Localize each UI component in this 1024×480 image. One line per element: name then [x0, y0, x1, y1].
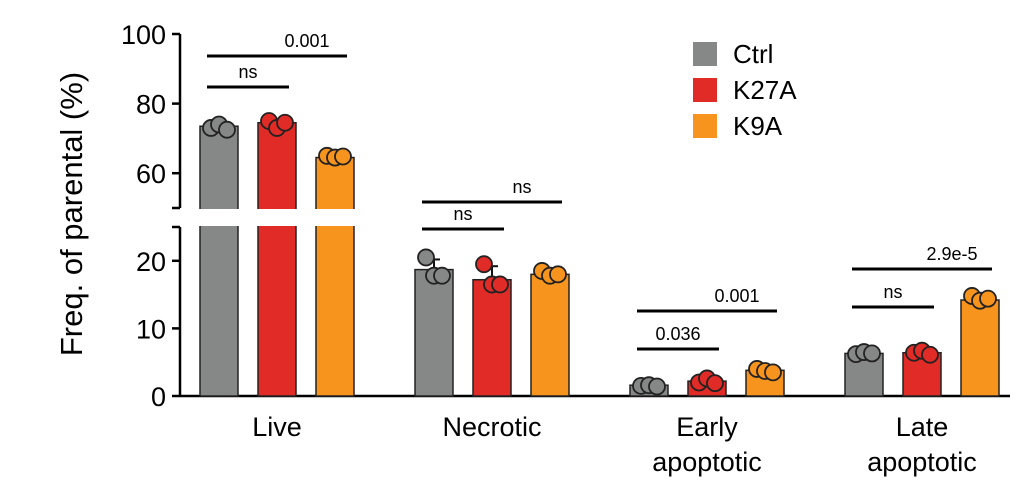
y-axis: 0 10 20 60 80 100 — [121, 20, 1010, 412]
data-point-k27a — [706, 374, 724, 393]
data-point-k9a — [764, 363, 782, 382]
bar-break-gap — [198, 209, 240, 226]
bar-k27a — [257, 121, 297, 397]
significance-annotations: ns 0.001 ns ns 0.036 0.001 ns 2.9e-5 — [207, 31, 992, 351]
data-point-k9a — [549, 265, 567, 284]
data-points — [202, 112, 997, 396]
data-point-k27a — [921, 345, 939, 364]
data-point-k27a — [475, 255, 493, 274]
category-label: apoptotic — [867, 447, 977, 477]
data-point-ctrl — [218, 120, 236, 139]
category-label: Early — [676, 412, 738, 442]
bar-ctrl — [414, 268, 454, 397]
significance-label: ns — [453, 204, 472, 224]
category-label: Late — [896, 412, 949, 442]
legend-swatch-k9a — [693, 114, 717, 138]
significance-label: 0.001 — [284, 31, 329, 51]
significance-label: 2.9e-5 — [926, 244, 977, 264]
y-tick-label: 10 — [136, 314, 166, 344]
bar-ctrl — [199, 125, 239, 397]
significance-label: ns — [238, 62, 257, 82]
category-label: Necrotic — [442, 412, 541, 442]
legend-swatch-ctrl — [693, 42, 717, 66]
category-label: Live — [252, 412, 302, 442]
legend-label-ctrl: Ctrl — [733, 39, 773, 69]
category-label: apoptotic — [652, 447, 762, 477]
data-point-ctrl — [417, 248, 435, 267]
significance-label: ns — [512, 177, 531, 197]
bar-k27a — [472, 278, 512, 397]
legend-swatch-k27a — [693, 78, 717, 102]
y-tick-label: 100 — [121, 20, 166, 50]
y-tick-label: 80 — [136, 90, 166, 120]
legend: Ctrl K27A K9A — [693, 39, 797, 141]
data-point-ctrl — [433, 266, 451, 285]
y-tick-label: 20 — [136, 247, 166, 277]
category-labels: Live Necrotic Early apoptotic Late apoptotic — [252, 412, 977, 477]
data-point-k27a — [491, 275, 509, 294]
bar-break-gap — [256, 209, 298, 226]
legend-label-k9a: K9A — [733, 111, 783, 141]
y-tick-label: 0 — [151, 382, 166, 412]
bar-break-gap — [314, 209, 356, 226]
data-point-ctrl — [648, 377, 666, 396]
legend-label-k27a: K27A — [733, 75, 797, 105]
y-tick-label: 60 — [136, 159, 166, 189]
data-point-k9a — [334, 147, 352, 166]
significance-label: 0.001 — [714, 286, 759, 306]
significance-label: ns — [883, 282, 902, 302]
data-point-k9a — [979, 289, 997, 308]
significance-label: 0.036 — [655, 324, 700, 344]
bar-k9a — [530, 273, 570, 397]
bar-k9a — [315, 156, 355, 397]
bars — [198, 121, 1000, 397]
data-point-ctrl — [863, 344, 881, 363]
bar-k9a — [960, 299, 1000, 397]
y-axis-label: Freq. of parental (%) — [54, 72, 89, 356]
data-point-k27a — [276, 113, 294, 132]
